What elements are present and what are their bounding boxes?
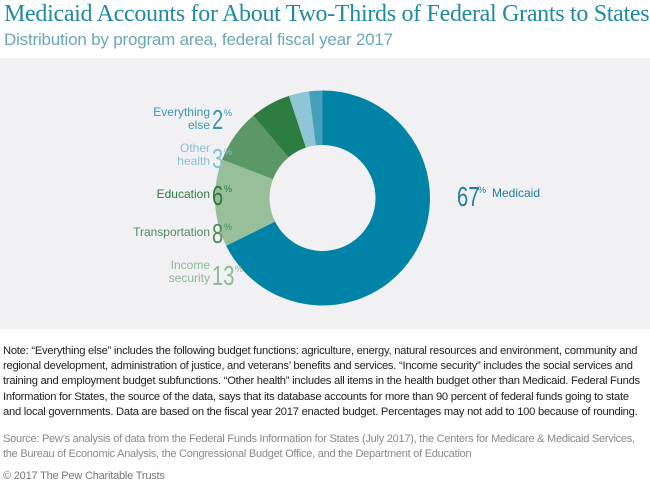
chart-source: Source: Pew’s analysis of data from the … xyxy=(3,433,635,460)
label-value-other-health: 3 xyxy=(212,143,224,174)
label-percent-sign: % xyxy=(224,147,233,157)
chart-subtitle: Distribution by program area, federal fi… xyxy=(4,30,393,49)
label-percent-sign: % xyxy=(224,108,233,118)
label-name-income-security: Income security xyxy=(168,258,210,285)
label-percent-sign: % xyxy=(224,184,233,194)
label-name-everything-else: Everything else xyxy=(153,105,210,132)
donut-chart xyxy=(214,90,430,306)
slice-medicaid xyxy=(226,90,430,306)
slice-transportation xyxy=(222,115,289,180)
copyright: © 2017 The Pew Charitable Trusts xyxy=(3,470,165,482)
label-name-transportation: Transportation xyxy=(133,225,210,239)
label-name-education: Education xyxy=(156,187,210,201)
label-value-income-security: 13 xyxy=(212,260,235,291)
slice-income-security xyxy=(214,159,276,246)
label-value-everything-else: 2 xyxy=(212,104,224,135)
label-name-medicaid: Medicaid xyxy=(492,186,541,200)
label-value-transportation: 8 xyxy=(212,218,224,249)
label-percent-sign: % xyxy=(478,185,487,195)
slice-education xyxy=(253,95,306,158)
chart-title: Medicaid Accounts for About Two-Thirds o… xyxy=(4,1,650,27)
slice-everything-else xyxy=(308,90,323,146)
label-percent-sign: % xyxy=(224,222,233,232)
slice-other-health xyxy=(288,91,316,148)
chart-note: Note: “Everything else” includes the fol… xyxy=(3,345,640,418)
label-value-education: 6 xyxy=(212,180,224,211)
label-percent-sign: % xyxy=(235,264,244,274)
label-value-medicaid: 67 xyxy=(457,181,480,212)
label-name-other-health: Other health xyxy=(177,141,210,168)
